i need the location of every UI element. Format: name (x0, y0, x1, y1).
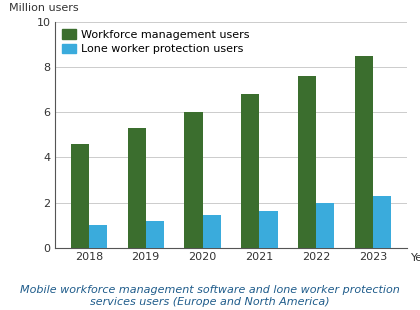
Bar (373, 196, 391, 248)
Bar (241, 94, 260, 248)
Bar (89, 225, 107, 248)
Bar (298, 76, 316, 248)
Bar (316, 203, 334, 248)
Text: Million users: Million users (9, 3, 79, 13)
Text: Year: Year (411, 253, 420, 263)
Bar (71, 144, 89, 248)
Bar (202, 215, 221, 248)
Bar (184, 112, 202, 248)
Bar (260, 211, 278, 248)
Bar (146, 221, 164, 248)
Text: Mobile workforce management software and lone worker protection
services users (: Mobile workforce management software and… (20, 285, 400, 307)
Legend: Workforce management users, Lone worker protection users: Workforce management users, Lone worker … (60, 27, 252, 56)
Bar (128, 128, 146, 248)
Bar (355, 56, 373, 248)
